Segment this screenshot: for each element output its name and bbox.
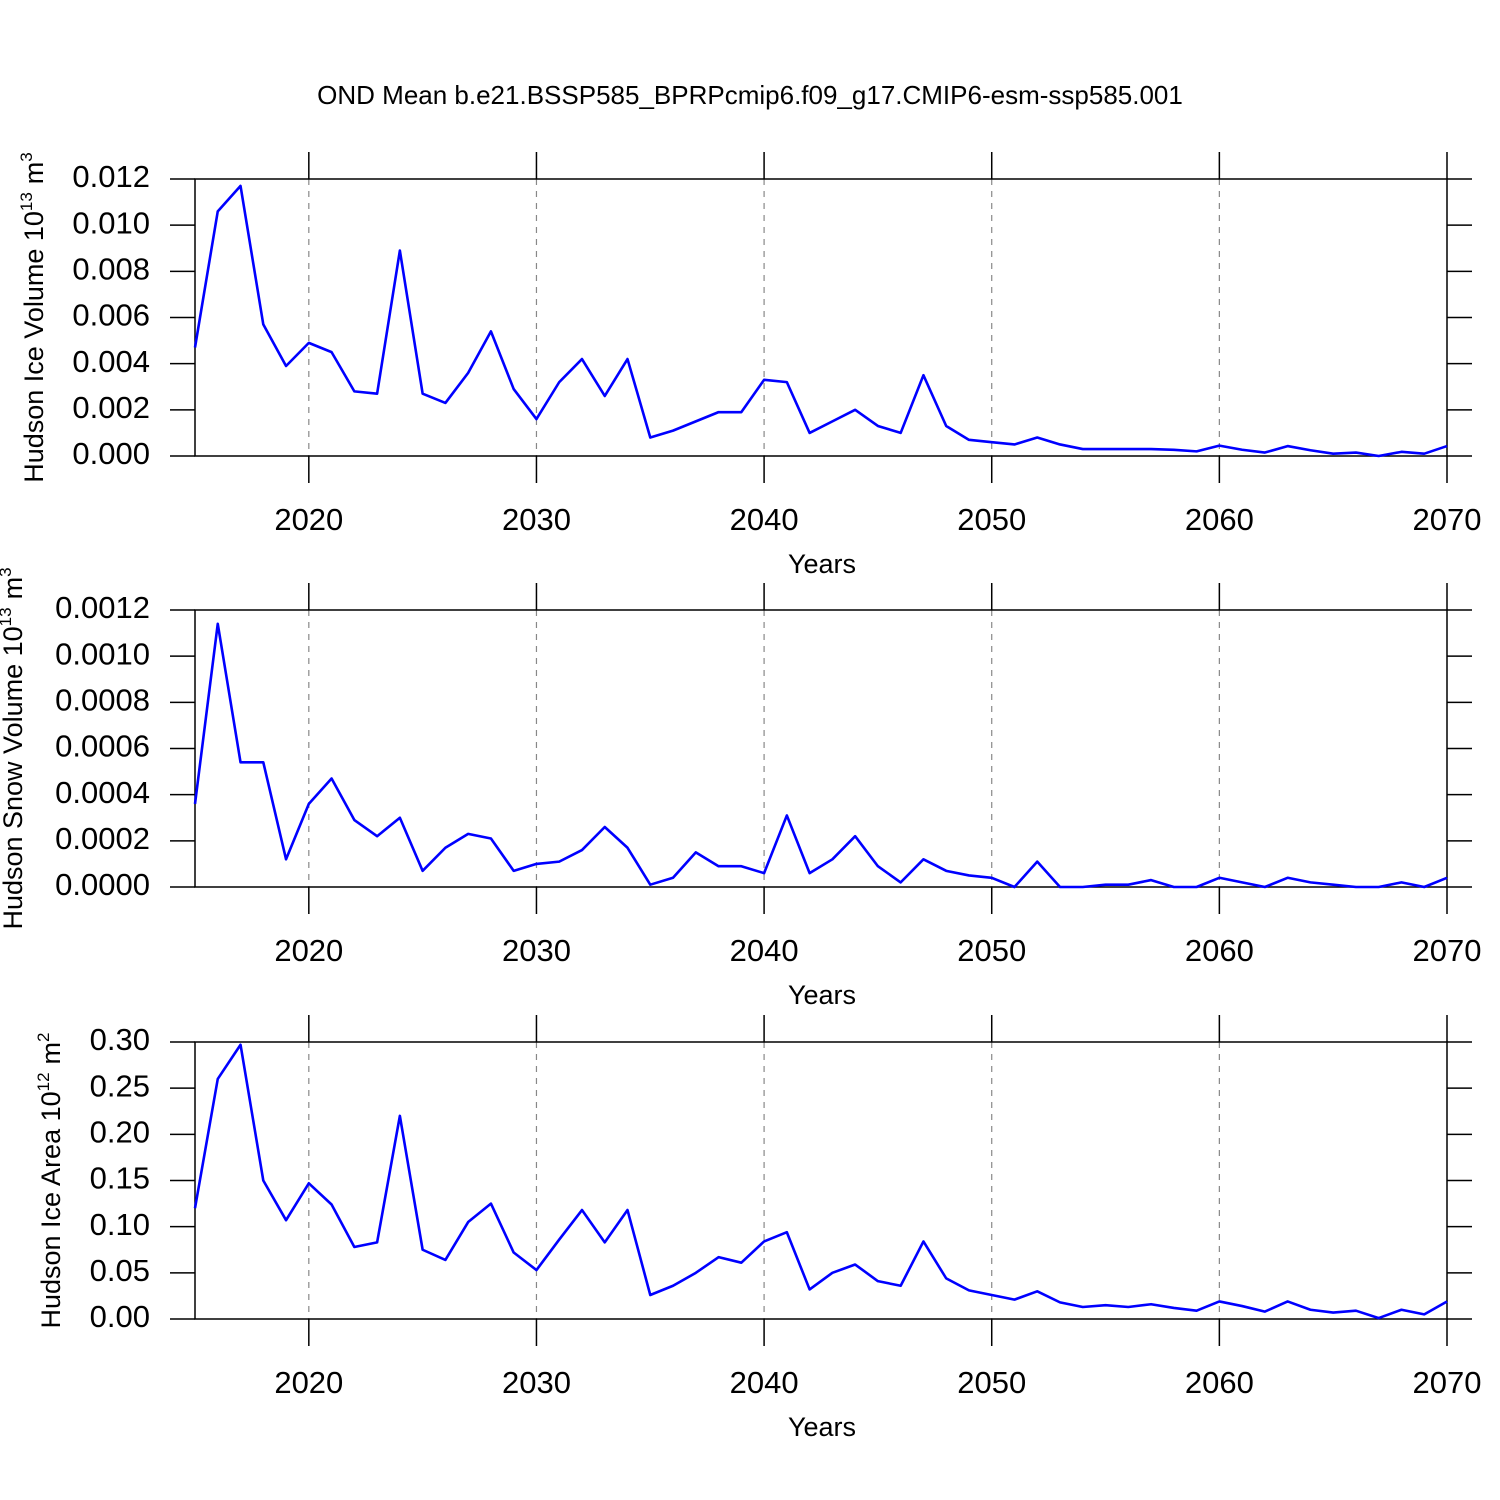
x-tick-label: 2030 (502, 933, 571, 968)
y-tick-label: 0.30 (90, 1022, 150, 1057)
y-axis-label-power: 12 (34, 1072, 53, 1091)
x-tick-label: 2070 (1413, 933, 1482, 968)
x-tick-label: 2040 (730, 933, 799, 968)
y-axis-label-text: Hudson Snow Volume 10 (0, 626, 28, 929)
plot-frame (194, 609, 1448, 888)
x-axis-label: Years (788, 1412, 856, 1442)
y-tick-label: 0.0006 (55, 729, 150, 764)
y-axis-label-power: 13 (17, 192, 36, 211)
y-tick-label: 0.10 (90, 1207, 150, 1242)
y-axis-label: Hudson Ice Volume 1013 m3 (17, 152, 49, 483)
y-tick-label: 0.000 (72, 436, 150, 471)
x-tick-label: 2060 (1185, 1365, 1254, 1400)
y-axis-label-text: Hudson Ice Area 10 (36, 1091, 66, 1328)
x-tick-label: 2030 (502, 502, 571, 537)
x-tick-label: 2050 (957, 1365, 1026, 1400)
y-axis-label-unit-power: 3 (17, 152, 36, 161)
x-tick-label: 2060 (1185, 933, 1254, 968)
y-tick-label: 0.00 (90, 1299, 150, 1334)
data-line (193, 184, 1448, 458)
figure-title: OND Mean b.e21.BSSP585_BPRPcmip6.f09_g17… (317, 80, 1183, 110)
plot-frame (194, 1041, 1448, 1320)
y-tick-label: 0.0002 (55, 821, 150, 856)
data-line (193, 622, 1448, 889)
y-tick-label: 0.25 (90, 1068, 150, 1103)
y-axis-label-unit: m (19, 162, 49, 185)
x-tick-label: 2030 (502, 1365, 571, 1400)
y-tick-label: 0.0000 (55, 867, 150, 902)
y-tick-label: 0.0008 (55, 683, 150, 718)
y-tick-label: 0.05 (90, 1253, 150, 1288)
x-tick-label: 2040 (730, 502, 799, 537)
x-tick-label: 2050 (957, 933, 1026, 968)
y-axis-label-unit: m (36, 1042, 66, 1065)
y-axis-label-unit-power: 2 (34, 1032, 53, 1041)
y-axis-label: Hudson Ice Area 1012 m2 (34, 1032, 66, 1328)
x-tick-label: 2020 (274, 502, 343, 537)
y-tick-label: 0.006 (72, 298, 150, 333)
y-tick-label: 0.010 (72, 205, 150, 240)
plot-frame (194, 178, 1448, 457)
data-line (193, 1043, 1448, 1320)
y-axis-label: Hudson Snow Volume 1013 m3 (0, 567, 28, 929)
x-tick-label: 2020 (274, 933, 343, 968)
x-axis-label: Years (788, 549, 856, 579)
y-tick-label: 0.002 (72, 390, 150, 425)
y-tick-label: 0.0010 (55, 636, 150, 671)
y-axis-label-unit-power: 3 (0, 567, 15, 576)
x-tick-label: 2040 (730, 1365, 799, 1400)
x-tick-label: 2060 (1185, 502, 1254, 537)
y-tick-label: 0.20 (90, 1115, 150, 1150)
y-axis-label-unit: m (0, 577, 28, 600)
y-tick-label: 0.0012 (55, 590, 150, 625)
x-tick-label: 2020 (274, 1365, 343, 1400)
y-tick-label: 0.012 (72, 159, 150, 194)
x-tick-label: 2070 (1413, 1365, 1482, 1400)
x-axis-label: Years (788, 980, 856, 1010)
y-tick-label: 0.0004 (55, 775, 150, 810)
x-tick-label: 2070 (1413, 502, 1482, 537)
y-tick-label: 0.15 (90, 1161, 150, 1196)
y-tick-label: 0.004 (72, 344, 150, 379)
y-axis-label-text: Hudson Ice Volume 10 (19, 211, 49, 483)
x-tick-label: 2050 (957, 502, 1026, 537)
y-axis-label-power: 13 (0, 607, 15, 626)
y-tick-label: 0.008 (72, 252, 150, 287)
